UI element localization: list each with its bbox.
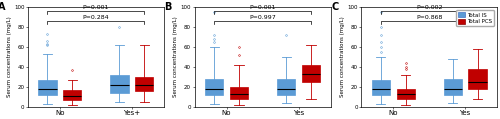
Text: P=0.002: P=0.002 (416, 5, 442, 10)
PathPatch shape (372, 80, 390, 95)
Text: P=0.868: P=0.868 (416, 15, 442, 20)
PathPatch shape (205, 79, 224, 95)
Legend: Total IS, Total PCS: Total IS, Total PCS (456, 10, 494, 26)
Y-axis label: Serum concentrations (mg/L): Serum concentrations (mg/L) (340, 17, 345, 97)
PathPatch shape (63, 90, 82, 100)
Text: P=0.284: P=0.284 (82, 15, 109, 20)
PathPatch shape (277, 79, 295, 95)
Y-axis label: Serum concentrations (mg/L): Serum concentrations (mg/L) (7, 17, 12, 97)
PathPatch shape (230, 87, 248, 99)
PathPatch shape (38, 80, 56, 95)
PathPatch shape (135, 77, 154, 91)
PathPatch shape (110, 75, 128, 93)
Text: B: B (164, 2, 172, 12)
PathPatch shape (302, 65, 320, 82)
PathPatch shape (468, 69, 487, 89)
Text: P=0.001: P=0.001 (250, 5, 276, 10)
Text: A: A (0, 2, 6, 12)
Text: P=0.001: P=0.001 (82, 5, 109, 10)
Y-axis label: Serum concentrations (mg/L): Serum concentrations (mg/L) (174, 17, 178, 97)
Text: C: C (332, 2, 338, 12)
PathPatch shape (396, 89, 415, 99)
PathPatch shape (444, 79, 462, 95)
Text: P=0.997: P=0.997 (249, 15, 276, 20)
